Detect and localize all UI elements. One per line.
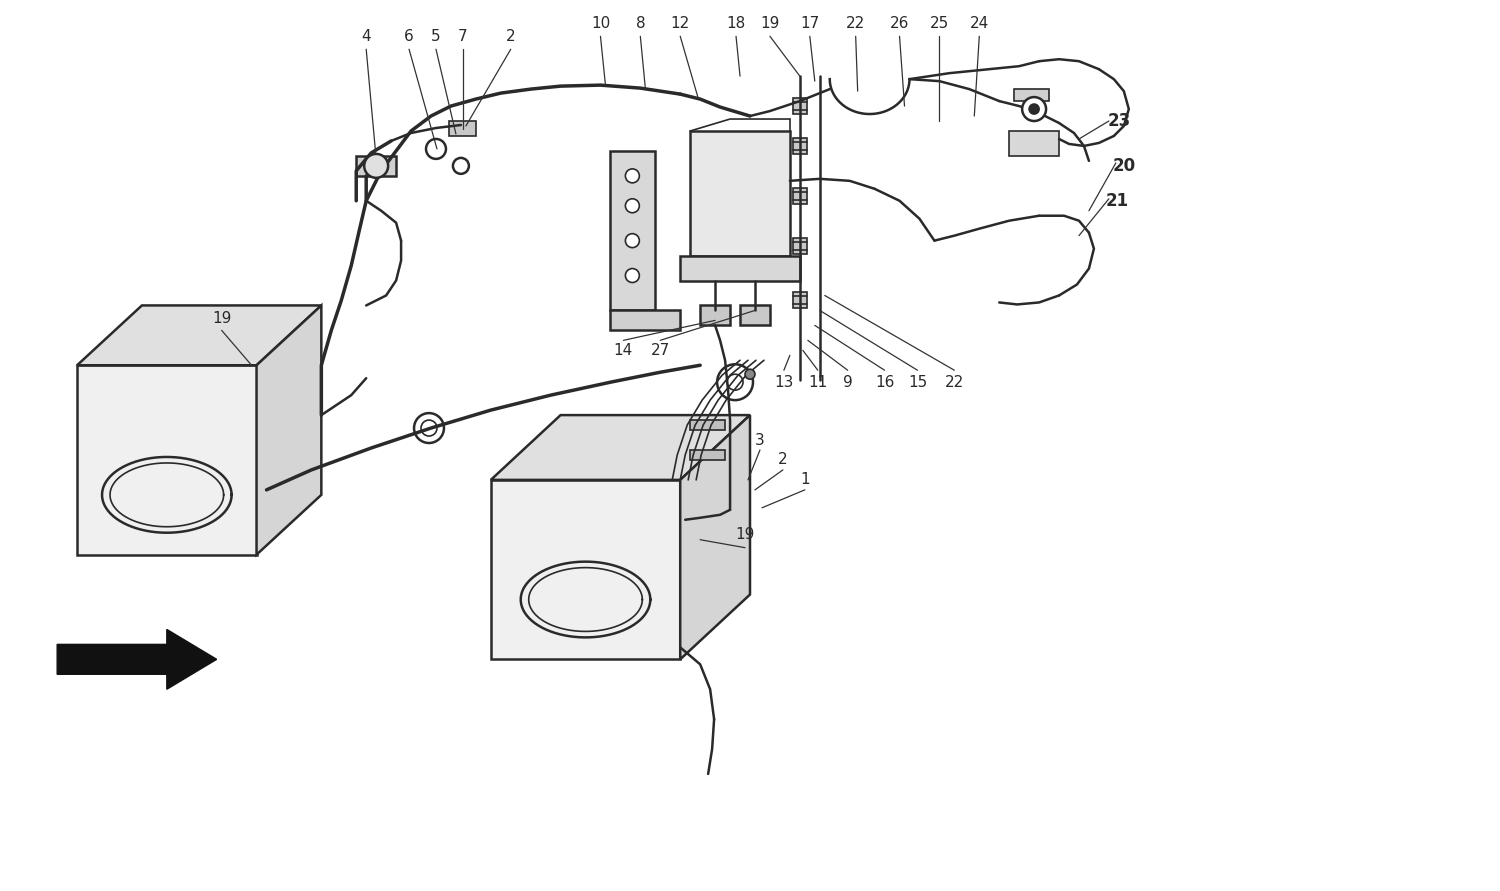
Polygon shape [76, 306, 321, 365]
Polygon shape [690, 131, 790, 256]
Text: 22: 22 [846, 16, 865, 31]
Text: 4: 4 [362, 29, 370, 44]
Text: 27: 27 [651, 343, 670, 358]
Polygon shape [610, 310, 680, 331]
Text: 21: 21 [1106, 192, 1128, 209]
Text: 13: 13 [774, 375, 794, 389]
Polygon shape [448, 121, 476, 136]
Text: 8: 8 [636, 16, 645, 31]
Polygon shape [490, 415, 750, 480]
Polygon shape [57, 629, 216, 690]
Polygon shape [794, 98, 807, 114]
Polygon shape [1014, 89, 1048, 101]
Polygon shape [794, 188, 807, 204]
Polygon shape [356, 156, 396, 176]
Polygon shape [794, 238, 807, 254]
Text: 2: 2 [778, 453, 788, 468]
Polygon shape [690, 420, 724, 430]
Circle shape [364, 154, 388, 178]
Polygon shape [690, 450, 724, 460]
Polygon shape [76, 365, 256, 555]
Text: 24: 24 [969, 16, 988, 31]
Polygon shape [680, 415, 750, 659]
Text: 2: 2 [506, 29, 516, 44]
Polygon shape [680, 256, 800, 281]
Text: 16: 16 [874, 375, 894, 389]
Circle shape [453, 158, 470, 174]
Text: 25: 25 [930, 16, 950, 31]
Circle shape [626, 199, 639, 213]
Text: 19: 19 [211, 311, 231, 326]
Text: 3: 3 [754, 432, 765, 447]
Circle shape [626, 268, 639, 282]
Polygon shape [256, 306, 321, 555]
Polygon shape [794, 138, 807, 154]
Circle shape [1022, 97, 1046, 121]
Polygon shape [794, 292, 807, 308]
Circle shape [746, 369, 754, 380]
Text: 19: 19 [735, 527, 754, 543]
Text: 20: 20 [1113, 157, 1136, 175]
Text: 14: 14 [614, 343, 633, 358]
Text: 15: 15 [908, 375, 927, 389]
Text: 22: 22 [945, 375, 964, 389]
Text: 18: 18 [726, 16, 746, 31]
Text: 23: 23 [1107, 112, 1131, 130]
Text: 6: 6 [404, 29, 414, 44]
Circle shape [1029, 104, 1039, 114]
Polygon shape [610, 151, 656, 310]
Circle shape [626, 169, 639, 183]
Text: 19: 19 [760, 16, 780, 31]
Text: 1: 1 [800, 472, 810, 487]
Circle shape [626, 233, 639, 248]
Polygon shape [740, 306, 770, 325]
Text: 26: 26 [890, 16, 909, 31]
Text: 9: 9 [843, 375, 852, 389]
Text: 10: 10 [591, 16, 610, 31]
Polygon shape [490, 480, 680, 659]
Text: 7: 7 [458, 29, 468, 44]
Text: 5: 5 [430, 29, 441, 44]
Polygon shape [700, 306, 730, 325]
Text: 12: 12 [670, 16, 690, 31]
Text: 17: 17 [800, 16, 819, 31]
Text: 11: 11 [808, 375, 828, 389]
Polygon shape [1010, 131, 1059, 156]
